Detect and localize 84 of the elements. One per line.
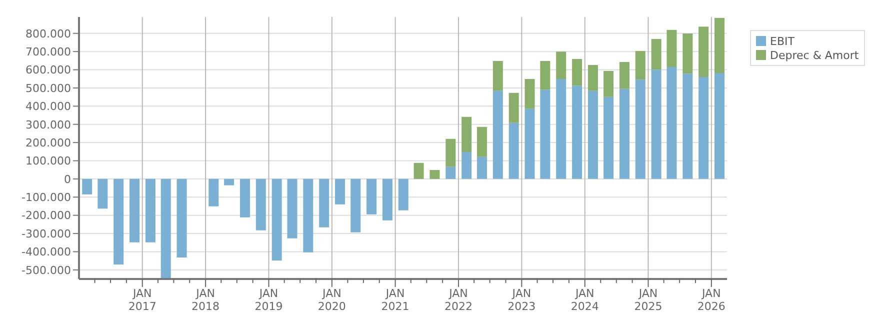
bar <box>303 178 314 252</box>
bar <box>145 178 156 242</box>
bar <box>508 122 519 179</box>
bar <box>588 65 598 91</box>
bar <box>462 152 472 179</box>
x-tick-label: JAN 2019 <box>254 287 283 313</box>
bar <box>366 178 377 214</box>
y-tick-label: 0 <box>64 172 71 186</box>
bar <box>176 178 187 258</box>
bar <box>414 162 424 179</box>
x-tick-label: JAN 2023 <box>508 287 536 313</box>
y-tick-label: -200.000 <box>22 209 71 222</box>
x-tick-label: JAN 2020 <box>318 287 346 313</box>
bar <box>446 166 456 179</box>
bar <box>462 116 472 152</box>
bar <box>651 39 662 70</box>
bar <box>619 62 630 89</box>
bar <box>350 178 361 232</box>
bar <box>160 178 171 279</box>
bar <box>666 30 677 68</box>
bar <box>476 126 487 157</box>
y-tick-label: 400.000 <box>26 100 71 114</box>
bar <box>287 178 298 238</box>
bar <box>240 178 250 218</box>
y-tick-label: -400.000 <box>22 246 71 259</box>
y-tick-label: 700.000 <box>26 45 71 58</box>
bar <box>714 18 725 74</box>
bar <box>619 88 630 179</box>
x-tick-label: JAN 2021 <box>381 287 410 313</box>
x-tick-label: JAN 2018 <box>192 287 220 313</box>
y-tick-label: -500.000 <box>22 264 71 277</box>
bar <box>635 51 646 80</box>
y-tick-label: 300.000 <box>26 118 71 132</box>
y-tick-label: 800.000 <box>26 27 71 40</box>
y-tick-label: 100.000 <box>26 154 71 168</box>
bar <box>492 90 503 179</box>
bar <box>666 67 677 179</box>
bar <box>556 52 566 80</box>
bar <box>98 178 108 209</box>
x-tick-label: JAN 2024 <box>570 287 599 313</box>
bar <box>651 70 662 179</box>
bar <box>272 178 282 260</box>
bar <box>682 74 693 179</box>
x-tick-label: JAN 2025 <box>634 287 662 313</box>
bar <box>682 34 693 74</box>
bar <box>540 61 550 90</box>
bar <box>714 73 725 179</box>
bar <box>82 178 92 194</box>
bar <box>335 178 346 204</box>
y-tick-label: 600.000 <box>26 64 71 77</box>
x-tick-label: JAN 2017 <box>128 287 156 313</box>
bar <box>556 79 566 179</box>
bar <box>114 178 124 264</box>
bar <box>588 90 598 179</box>
bar <box>508 92 519 123</box>
x-tick-label: JAN 2022 <box>444 287 472 313</box>
bar <box>319 178 330 228</box>
bar <box>256 178 266 230</box>
bar <box>476 156 487 179</box>
bar <box>430 170 440 179</box>
y-tick-label: 200.000 <box>26 136 71 150</box>
bar <box>604 71 614 97</box>
bar <box>635 80 646 179</box>
bar <box>524 79 535 109</box>
legend-label: EBIT <box>770 34 794 48</box>
bar <box>604 96 614 179</box>
bar <box>398 178 408 210</box>
bar <box>540 90 550 179</box>
x-tick-label: JAN 2026 <box>697 287 726 313</box>
bar <box>572 59 582 86</box>
bar <box>446 138 456 167</box>
bar <box>130 178 140 242</box>
bar <box>524 108 535 179</box>
legend-label: Deprec & Amort <box>770 48 859 62</box>
y-tick-label: 500.000 <box>26 82 71 95</box>
y-tick-label: -300.000 <box>22 227 71 240</box>
bar <box>382 178 392 220</box>
bar <box>698 26 709 78</box>
bar <box>698 77 709 179</box>
bar <box>572 86 582 179</box>
bar <box>224 178 234 186</box>
bar <box>208 178 219 206</box>
bar <box>492 61 503 91</box>
y-tick-label: -100.000 <box>22 191 71 204</box>
